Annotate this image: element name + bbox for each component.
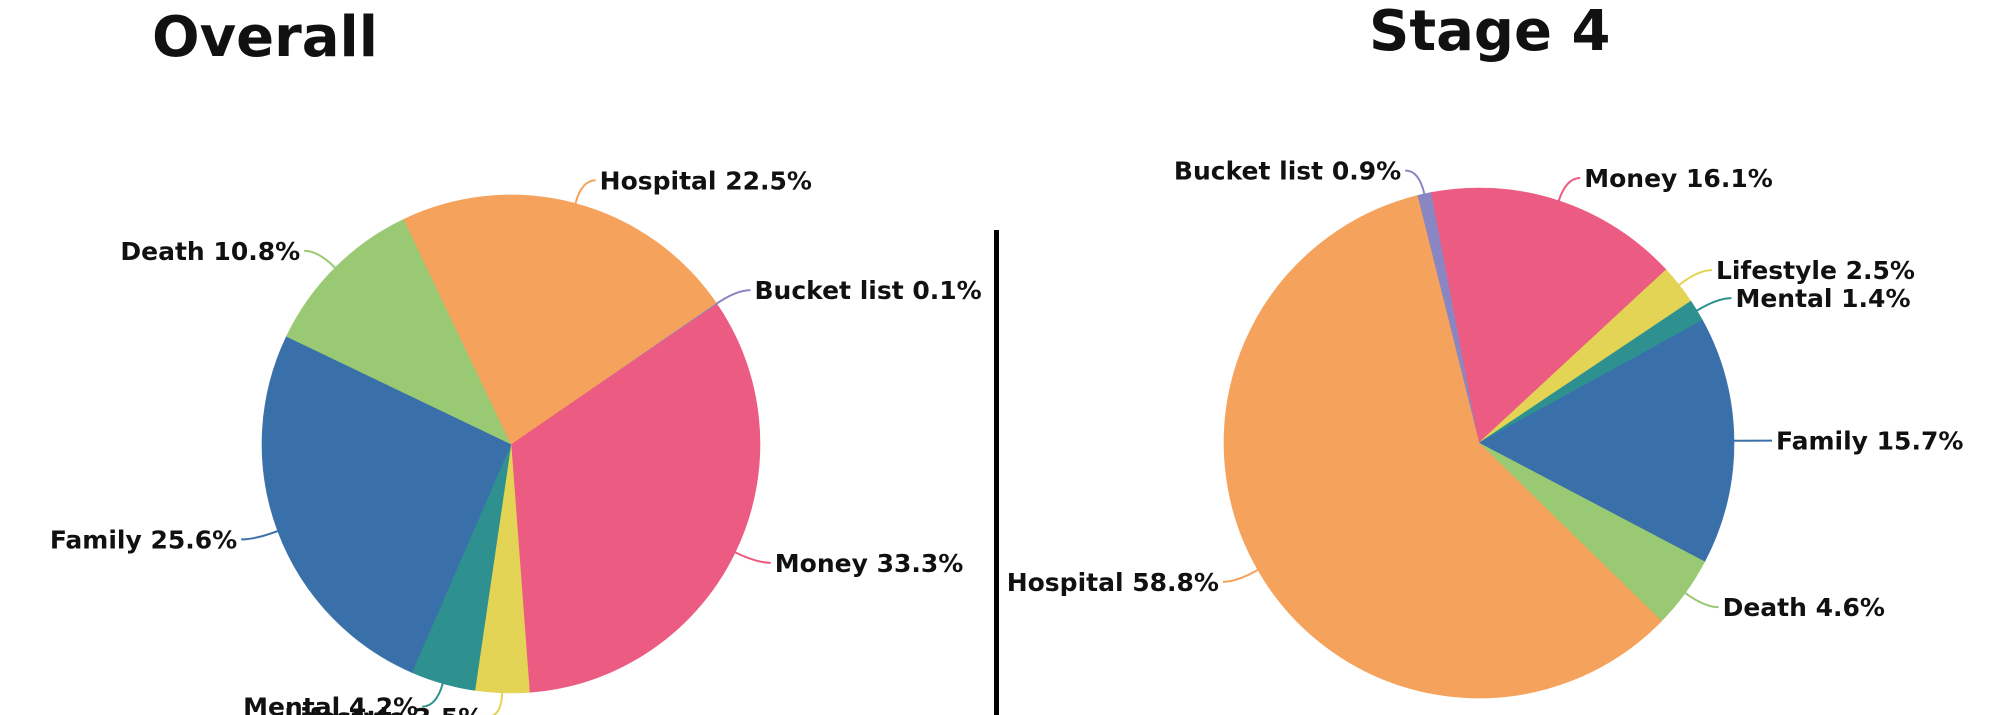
pie-slice-hospital: [1223, 195, 1662, 699]
leader-line-money: [734, 551, 771, 564]
leader-line-mental: [1696, 297, 1732, 312]
pie-stage-4-labels: Bucket list 0.9% Money 16.1% Lifestyle 2.5…: [1007, 156, 1964, 622]
pie-stage-4: [1223, 187, 1735, 699]
leader-line-bucket-list: [1405, 169, 1426, 195]
slice-label-mental: Mental 1.4%: [1735, 284, 1910, 313]
slice-label-lifestyle: Lifestyle 2.5%: [1716, 256, 1915, 285]
slice-label-money: Money 16.1%: [1584, 164, 1773, 193]
pie-slice-family: [261, 335, 512, 673]
leader-line-bucket-list: [716, 289, 751, 305]
slice-label-death: Death 10.8%: [120, 237, 300, 266]
slice-label-hospital: Hospital 22.5%: [600, 166, 812, 195]
leader-line-hospital: [1222, 569, 1259, 583]
slice-label-death: Death 4.6%: [1723, 593, 1885, 622]
pie-slice-money: [510, 303, 761, 693]
pie-overall: [261, 194, 761, 694]
pie-slice-family: [1478, 319, 1735, 563]
chart-title-stage-4: Stage 4: [1369, 0, 1611, 64]
leader-line-mental: [422, 683, 444, 708]
slice-label-mental: Mental 4.2%: [243, 693, 418, 715]
slice-label-money: Money 33.3%: [775, 549, 964, 578]
pie-overall-labels: Bucket list 0.1% Money 33.3% Lifestyle 3.5…: [50, 166, 982, 715]
pie-slice-money: [1431, 187, 1667, 444]
slice-label-hospital: Hospital 58.8%: [1007, 568, 1219, 597]
leader-line-death: [1684, 592, 1719, 609]
leader-line-hospital: [574, 179, 596, 204]
pie-slice-hospital: [403, 194, 717, 445]
slice-label-lifestyle: Lifestyle 3.5%: [284, 703, 483, 715]
leader-line-lifestyle: [1678, 269, 1712, 286]
slice-label-bucket-list: Bucket list 0.9%: [1174, 156, 1401, 185]
leader-line-death: [304, 249, 336, 269]
chart-title-overall: Overall: [152, 5, 378, 70]
slice-label-family: Family 15.7%: [1776, 427, 1963, 456]
leader-line-family: [241, 530, 279, 541]
slice-label-bucket-list: Bucket list 0.1%: [754, 276, 981, 305]
chart-divider: [994, 230, 999, 715]
pie-slice-death: [286, 218, 512, 445]
leader-line-lifestyle: [491, 692, 504, 715]
leader-line-money: [1557, 176, 1581, 202]
slice-label-family: Family 25.6%: [50, 525, 237, 554]
